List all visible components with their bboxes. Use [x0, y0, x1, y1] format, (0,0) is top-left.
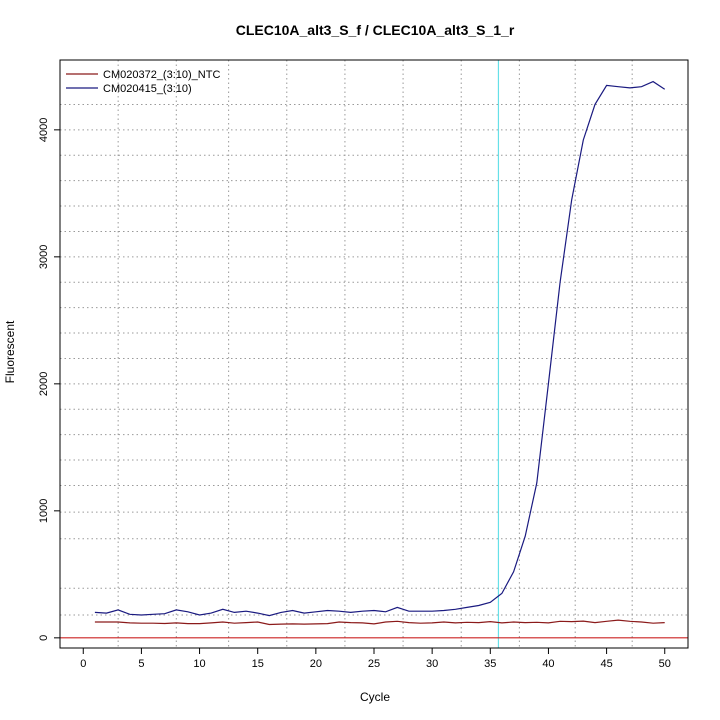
legend: CM020372_(3:10)_NTC CM020415_(3:10)	[66, 69, 220, 95]
plot-frame	[59, 59, 689, 649]
y-axis-label: Fluorescent	[3, 320, 17, 383]
legend-label: CM020372_(3:10)_NTC	[103, 69, 220, 81]
x-tick-label: 25	[368, 658, 380, 670]
series-line-cm020372-3-10-ntc	[94, 619, 665, 626]
x-axis-label: Cycle	[360, 690, 390, 704]
y-tick-label: 1000	[38, 499, 50, 523]
x-tick-label: 20	[310, 658, 322, 670]
series-layer	[60, 80, 688, 639]
y-tick-label: 2000	[38, 372, 50, 396]
y-tick-label: 4000	[38, 118, 50, 142]
x-tick-label: 50	[659, 658, 671, 670]
x-tick-label: 5	[138, 658, 144, 670]
y-tick-label: 0	[38, 635, 50, 641]
x-tick-label: 30	[426, 658, 438, 670]
legend-label: CM020415_(3:10)	[103, 83, 192, 95]
x-tick-label: 35	[484, 658, 496, 670]
grid	[60, 60, 688, 648]
axes: 0 5 10 15 20 25 30 35 40 45 50 0 1000 2000 3000 4000	[38, 118, 671, 670]
chart-title: CLEC10A_alt3_S_f / CLEC10A_alt3_S_1_r	[236, 22, 515, 38]
x-tick-label: 15	[252, 658, 264, 670]
x-tick-label: 40	[542, 658, 554, 670]
y-tick-label: 3000	[38, 245, 50, 269]
x-tick-label: 10	[193, 658, 205, 670]
x-tick-label: 0	[80, 658, 86, 670]
series-line-cm020415-3-10-	[94, 80, 666, 617]
x-tick-label: 45	[600, 658, 612, 670]
